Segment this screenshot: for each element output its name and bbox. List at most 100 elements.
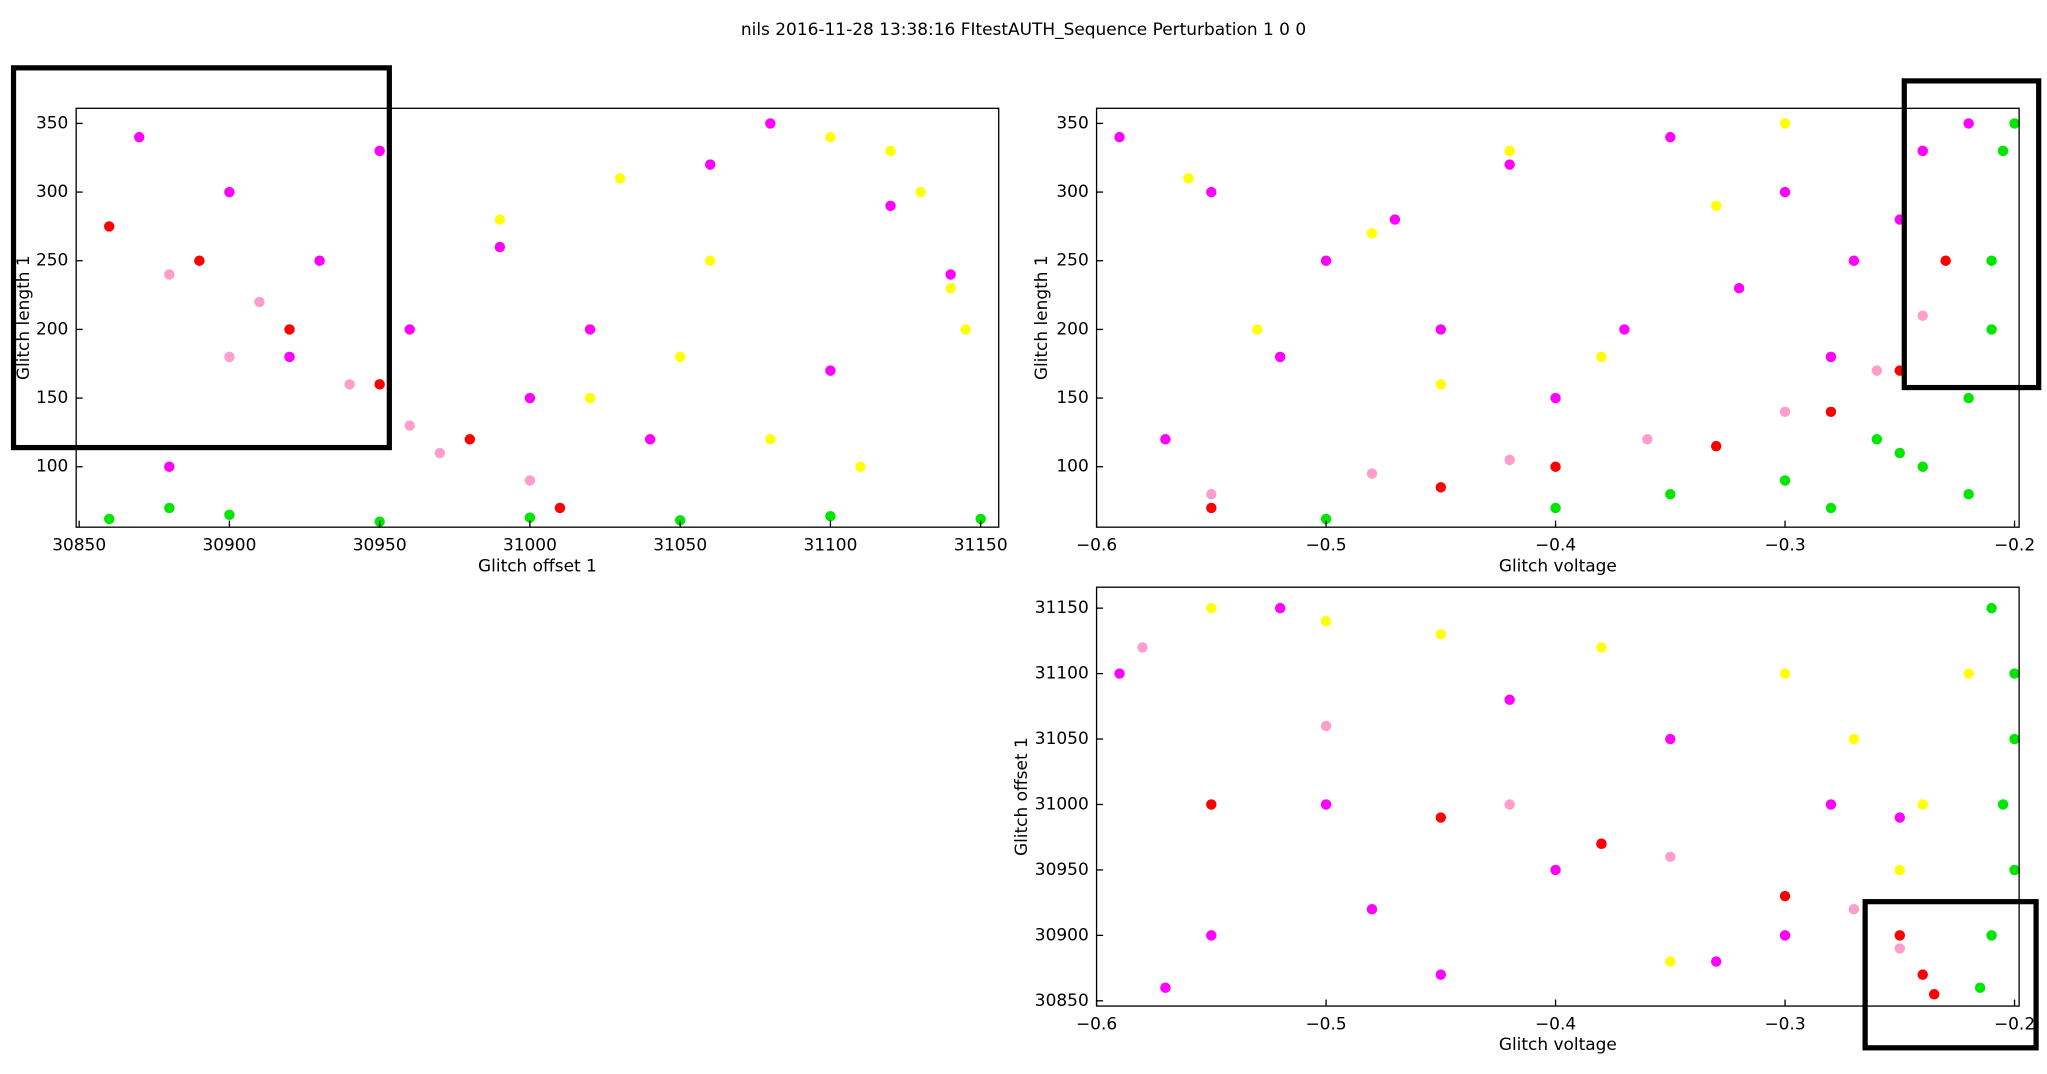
x-tick-label: 30900 bbox=[202, 534, 256, 554]
scatter-point bbox=[765, 118, 776, 129]
scatter-point bbox=[494, 241, 506, 253]
y-tick-label: 250 bbox=[1056, 250, 1088, 270]
scatter-point bbox=[1596, 838, 1607, 849]
scatter-point bbox=[1894, 812, 1906, 823]
scatter-point bbox=[554, 502, 566, 514]
x-axis-label: Glitch voltage bbox=[1499, 1034, 1617, 1054]
scatter-point bbox=[1550, 502, 1561, 514]
scatter-point bbox=[1940, 255, 1951, 266]
scatter-point bbox=[1871, 365, 1883, 376]
scatter-point bbox=[1963, 668, 1974, 679]
scatter-point bbox=[1825, 406, 1837, 418]
scatter-point bbox=[434, 447, 445, 459]
scatter-point bbox=[1665, 131, 1676, 143]
scatter-point bbox=[1665, 851, 1676, 863]
x-tick-label: −0.6 bbox=[1076, 1013, 1117, 1033]
scatter-point bbox=[103, 221, 115, 232]
x-axis-label: Glitch offset 1 bbox=[478, 555, 597, 575]
scatter-point bbox=[1366, 228, 1378, 239]
scatter-point bbox=[1366, 468, 1378, 479]
scatter-point bbox=[1320, 616, 1332, 627]
scatter-point bbox=[1435, 629, 1447, 640]
scatter-point bbox=[674, 515, 686, 526]
scatter-point bbox=[1963, 488, 1974, 500]
scatter-point bbox=[404, 420, 415, 431]
scatter-point bbox=[224, 509, 235, 521]
scatter-point bbox=[1848, 733, 1860, 745]
scatter-point bbox=[1986, 255, 1997, 266]
scatter-point bbox=[164, 461, 175, 472]
scatter-point bbox=[1435, 324, 1447, 335]
scatter-point bbox=[1974, 982, 1986, 993]
scatter-point bbox=[1665, 733, 1676, 745]
y-tick-label: 150 bbox=[1056, 387, 1088, 407]
scatter-point bbox=[1825, 799, 1837, 810]
scatter-point bbox=[1435, 969, 1447, 980]
scatter-point bbox=[194, 255, 205, 266]
scatter-point bbox=[1435, 379, 1447, 390]
y-tick-label: 31150 bbox=[1035, 597, 1089, 617]
y-axis-label: Glitch length 1 bbox=[13, 255, 33, 380]
y-tick-label: 31050 bbox=[1035, 728, 1089, 748]
scatter-point bbox=[1997, 799, 2009, 810]
x-tick-label: −0.6 bbox=[1076, 534, 1117, 554]
scatter-point bbox=[1779, 475, 1791, 486]
scatter-point bbox=[1274, 602, 1286, 614]
scatter-point bbox=[1710, 956, 1722, 967]
y-tick-label: 250 bbox=[36, 250, 68, 270]
scatter-point bbox=[494, 214, 506, 225]
scatter-point bbox=[1206, 186, 1217, 198]
scatter-point bbox=[825, 510, 836, 522]
scatter-point bbox=[945, 282, 956, 294]
scatter-point bbox=[1894, 447, 1906, 459]
scatter-point bbox=[1596, 642, 1607, 653]
scatter-point bbox=[2009, 864, 2020, 876]
scatter-point bbox=[705, 159, 716, 170]
scatter-point bbox=[1206, 799, 1217, 810]
y-tick-label: 350 bbox=[36, 112, 68, 132]
scatter-point bbox=[1550, 392, 1561, 404]
scatter-point bbox=[1206, 930, 1217, 941]
y-tick-label: 200 bbox=[36, 318, 68, 338]
scatter-point bbox=[404, 324, 415, 335]
scatter-point bbox=[1320, 720, 1332, 732]
scatter-point bbox=[284, 324, 295, 335]
y-tick-label: 30900 bbox=[1035, 924, 1089, 944]
scatter-point bbox=[1206, 502, 1217, 514]
highlight-box bbox=[1862, 899, 2039, 1051]
scatter-point bbox=[885, 145, 896, 157]
x-tick-label: −0.3 bbox=[1764, 534, 1805, 554]
scatter-point bbox=[103, 513, 115, 525]
scatter-point bbox=[164, 269, 175, 280]
scatter-point bbox=[644, 434, 656, 445]
scatter-point bbox=[1986, 930, 1997, 941]
scatter-point bbox=[1504, 694, 1515, 705]
y-axis-label: Glitch offset 1 bbox=[1011, 737, 1031, 856]
scatter-point bbox=[1550, 864, 1561, 876]
scatter-point bbox=[1114, 131, 1125, 143]
y-tick-label: 100 bbox=[1056, 456, 1088, 476]
scatter-point bbox=[1779, 930, 1791, 941]
scatter-point bbox=[1710, 200, 1722, 212]
scatter-point bbox=[1848, 255, 1860, 266]
y-tick-label: 100 bbox=[36, 456, 68, 476]
scatter-point bbox=[1114, 668, 1125, 679]
scatter-point bbox=[1206, 602, 1217, 614]
scatter-point bbox=[1550, 461, 1561, 472]
scatter-point bbox=[284, 351, 295, 363]
scatter-point bbox=[1320, 513, 1332, 525]
scatter-point bbox=[1779, 118, 1791, 129]
y-tick-label: 350 bbox=[1056, 112, 1088, 132]
scatter-point bbox=[1435, 482, 1447, 493]
scatter-point bbox=[1848, 903, 1860, 915]
y-tick-label: 30850 bbox=[1035, 990, 1089, 1010]
x-tick-label: −0.5 bbox=[1305, 534, 1346, 554]
scatter-point bbox=[1251, 324, 1263, 335]
scatter-point bbox=[584, 392, 596, 404]
x-tick-label: −0.4 bbox=[1535, 534, 1576, 554]
figure-title: nils 2016-11-28 13:38:16 FItestAUTH_Sequ… bbox=[741, 19, 1306, 40]
scatter-point bbox=[1733, 282, 1745, 294]
scatter-point bbox=[705, 255, 716, 266]
y-tick-label: 300 bbox=[36, 181, 68, 201]
